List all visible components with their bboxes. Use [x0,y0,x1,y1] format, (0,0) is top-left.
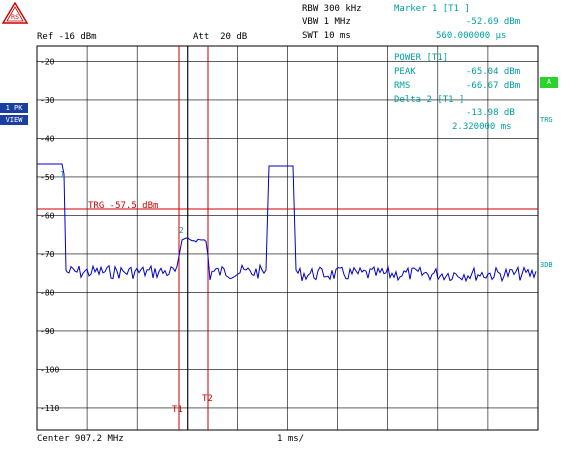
marker1-label: 1 [60,170,65,179]
a-badge: A [540,77,558,88]
y-tick-label: -20 [40,57,55,66]
center-frequency: Center 907.2 MHz [37,434,124,444]
y-tick-label: -70 [40,250,55,259]
y-tick-label: -40 [40,134,55,143]
delta-title: Delta 2 [T1 ] [394,95,465,105]
peak-label: PEAK [394,67,416,77]
attenuation: Att 20 dB [193,32,248,42]
y-tick-label: -50 [40,173,55,182]
y-tick-label: -110 [40,404,59,413]
rohde-schwarz-logo: RS [2,2,28,24]
y-tick-label: -90 [40,327,55,336]
3db-indicator: 3DB [540,261,553,269]
rms-label: RMS [394,81,411,91]
y-tick-label: -100 [40,365,59,374]
trace-line [37,163,537,283]
t1-label: T1 [172,405,183,415]
view-badge: VIEW [0,115,28,125]
y-tick-labels: -20 -30 -40 -50 -60 -70 -80 -90 -100 -110 [40,57,59,413]
span-per-div: 1 ms/ [277,434,305,444]
swt-setting: SWT 10 ms [302,31,351,41]
ref-level: Ref -16 dBm [37,32,97,42]
delta-time: 2.320000 ms [452,122,512,132]
grid [37,46,538,430]
marker2-label: 2 [179,226,184,235]
rms-value: -66.67 dBm [466,81,521,91]
marker1-title: Marker 1 [T1 ] [394,4,470,14]
svg-text:RS: RS [11,14,19,21]
marker1-level: -52.69 dBm [466,17,521,27]
y-tick-label: -60 [40,211,55,220]
marker1-time: 560.000000 µs [436,31,507,41]
y-tick-label: -80 [40,288,55,297]
peak-value: -65.04 dBm [466,67,521,77]
trg-indicator: TRG [540,116,553,124]
trigger-label: TRG -57.5 dBm [88,201,159,211]
delta-level: -13.98 dB [466,108,515,118]
y-tick-label: -30 [40,96,55,105]
t2-label: T2 [202,394,213,404]
vbw-setting: VBW 1 MHz [302,17,351,27]
power-title: POWER [T1] [394,53,449,63]
trace-mode-badge: 1 PK [0,103,28,113]
rbw-setting: RBW 300 kHz [302,4,362,14]
